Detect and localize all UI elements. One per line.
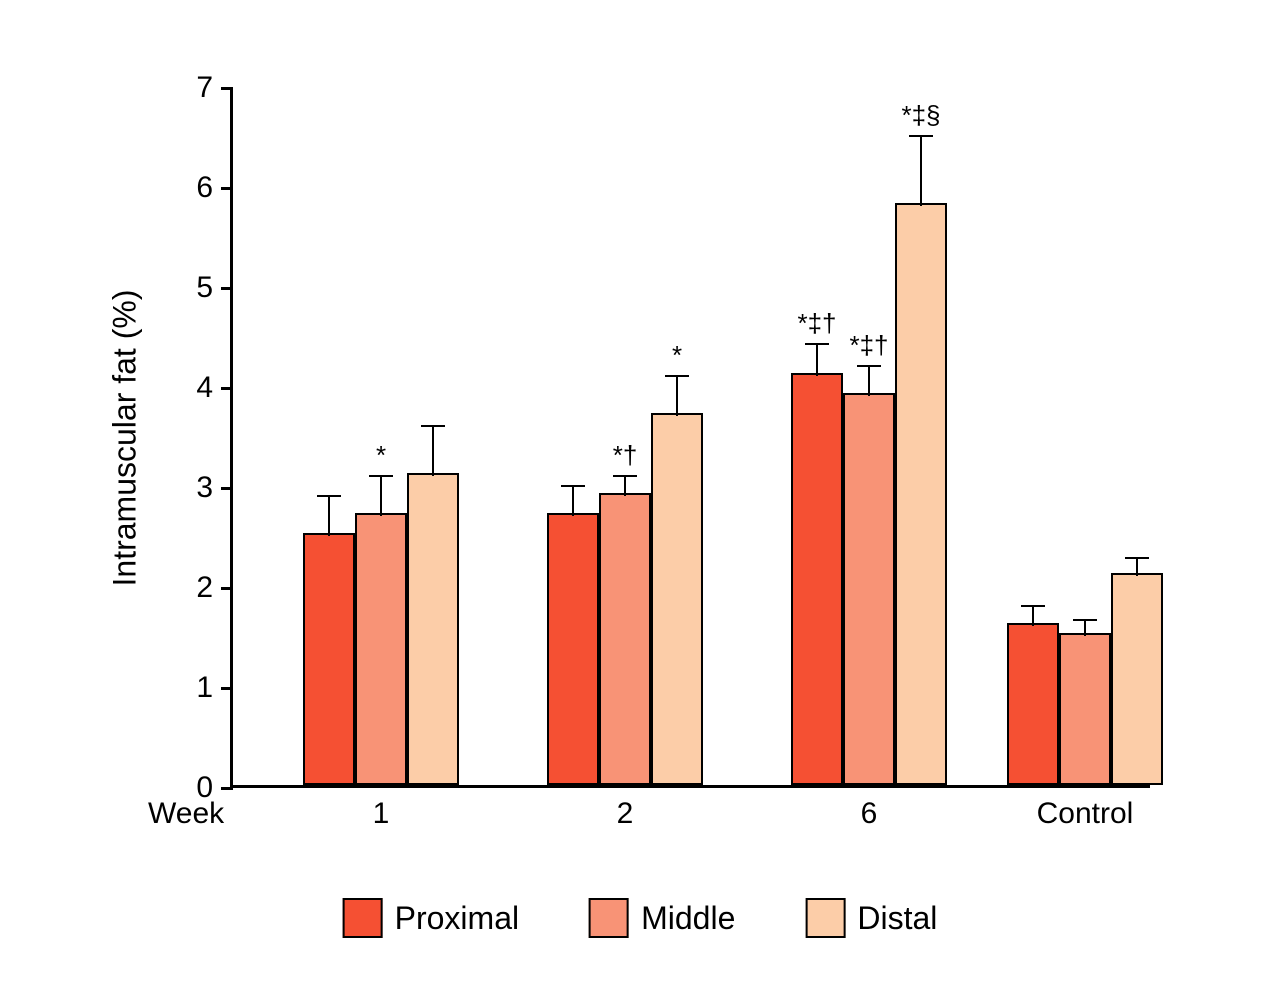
- legend-label: Distal: [857, 900, 937, 937]
- y-tick: [221, 587, 233, 590]
- error-cap: [317, 495, 341, 497]
- error-cap: [857, 365, 881, 367]
- y-tick-label: 6: [196, 171, 213, 205]
- x-tick-label: 6: [861, 797, 878, 831]
- error-bar: [572, 486, 574, 516]
- x-tick-label: 2: [617, 797, 634, 831]
- error-bar: [432, 426, 434, 476]
- error-cap: [1125, 557, 1149, 559]
- error-bar: [868, 366, 870, 396]
- error-bar: [328, 496, 330, 536]
- y-tick-label: 3: [196, 471, 213, 505]
- bar: [651, 413, 703, 785]
- y-tick: [221, 187, 233, 190]
- y-tick-label: 7: [196, 71, 213, 105]
- y-tick: [221, 787, 233, 790]
- legend-item: Proximal: [343, 898, 519, 938]
- significance-annotation: *‡†: [797, 308, 836, 339]
- y-tick-label: 0: [196, 771, 213, 805]
- error-cap: [1073, 619, 1097, 621]
- legend-item: Distal: [805, 898, 937, 938]
- bar: [355, 513, 407, 785]
- legend-item: Middle: [589, 898, 735, 938]
- legend-label: Proximal: [395, 900, 519, 937]
- bar: [1111, 573, 1163, 785]
- y-tick-label: 4: [196, 371, 213, 405]
- error-cap: [665, 375, 689, 377]
- error-cap: [805, 343, 829, 345]
- legend-swatch: [589, 898, 629, 938]
- bar: [599, 493, 651, 785]
- significance-annotation: *: [672, 340, 682, 371]
- y-tick: [221, 287, 233, 290]
- error-bar: [1084, 620, 1086, 636]
- plot-area: Week 012345671*2*†*6*‡†*‡†*‡§Control: [230, 88, 1150, 788]
- chart-container: Intramuscular fat (%) Week 012345671*2*†…: [90, 68, 1190, 938]
- bar: [1059, 633, 1111, 785]
- error-cap: [613, 475, 637, 477]
- error-bar: [624, 476, 626, 496]
- bar: [407, 473, 459, 785]
- significance-annotation: *: [376, 440, 386, 471]
- error-bar: [676, 376, 678, 416]
- bar: [895, 203, 947, 785]
- y-tick-label: 1: [196, 671, 213, 705]
- y-tick: [221, 87, 233, 90]
- y-tick: [221, 487, 233, 490]
- x-tick-label: 1: [373, 797, 390, 831]
- error-bar: [1032, 606, 1034, 626]
- legend: Proximal Middle Distal: [343, 898, 938, 938]
- legend-swatch: [805, 898, 845, 938]
- error-cap: [421, 425, 445, 427]
- error-cap: [1021, 605, 1045, 607]
- bar: [1007, 623, 1059, 785]
- significance-annotation: *‡§: [901, 100, 940, 131]
- bar: [303, 533, 355, 785]
- y-tick: [221, 687, 233, 690]
- error-bar: [1136, 558, 1138, 576]
- y-axis-label: Intramuscular fat (%): [107, 290, 144, 587]
- legend-swatch: [343, 898, 383, 938]
- error-bar: [920, 136, 922, 206]
- error-cap: [561, 485, 585, 487]
- error-bar: [380, 476, 382, 516]
- legend-label: Middle: [641, 900, 735, 937]
- error-cap: [909, 135, 933, 137]
- y-tick: [221, 387, 233, 390]
- significance-annotation: *‡†: [849, 330, 888, 361]
- y-tick-label: 5: [196, 271, 213, 305]
- bar: [843, 393, 895, 785]
- y-tick-label: 2: [196, 571, 213, 605]
- x-tick-label: Control: [1037, 797, 1134, 831]
- error-cap: [369, 475, 393, 477]
- bar: [791, 373, 843, 785]
- significance-annotation: *†: [613, 440, 638, 471]
- bar: [547, 513, 599, 785]
- error-bar: [816, 344, 818, 376]
